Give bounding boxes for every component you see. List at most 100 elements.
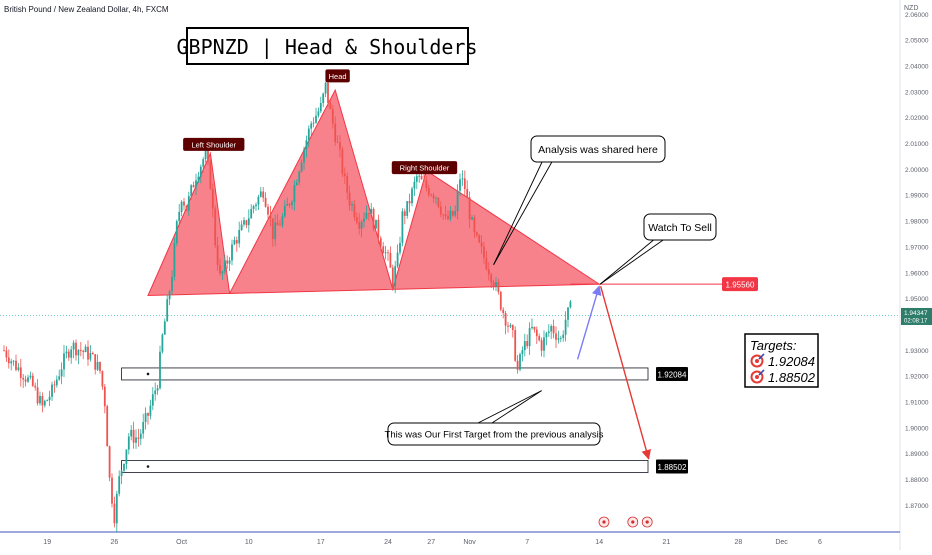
candle [396,244,399,269]
candle-body [111,477,113,504]
analysis-callout-text: Analysis was shared here [538,144,658,156]
candle [391,264,394,291]
candle [324,82,327,98]
candle [343,167,346,184]
candle [115,490,118,532]
candle-body [389,252,392,268]
candle [406,201,409,219]
candle-body [415,176,418,182]
candle-body [307,128,310,141]
candle [17,363,20,372]
candle [137,428,140,447]
candle-body [519,354,521,370]
candle [317,107,320,118]
candle [283,200,286,218]
candle-body [351,204,353,206]
price-axis[interactable]: 2.06000 2.05000 2.04000 2.03000 2.02000 2.010… [901,12,932,510]
candle [519,352,521,372]
candle [5,346,8,363]
candle-body [312,122,315,124]
candle [509,323,512,328]
price-tick-label: 1.99000 [905,193,929,200]
candle [70,345,73,364]
neckline-tag-bg [722,277,758,292]
candle [41,392,44,413]
projection-arrow-up [576,285,602,360]
candle-body [449,210,452,220]
candle [15,354,17,372]
candle [497,278,500,295]
candle-body [190,185,193,197]
candle [161,333,164,354]
candle [94,354,97,375]
projection-arrow-down [599,286,651,460]
head-label-text: Head [329,72,347,81]
candle [53,380,56,393]
candle [399,236,401,256]
candle-body [569,301,572,308]
candle [466,180,469,198]
candle-body [106,406,109,447]
candle [106,404,109,447]
candle [351,201,353,212]
candle [502,307,505,319]
candle [127,433,130,455]
candle [250,204,253,219]
candle [243,217,245,227]
candle [444,205,447,220]
current-price-value: 1.94347 [904,310,928,317]
candle-body [382,246,385,254]
candle [315,107,317,124]
candle-body [355,217,358,223]
candle [543,330,545,358]
candle [538,333,541,342]
right-shoulder-label-bg [391,161,458,175]
watch-to-sell-callout-text: Watch To Sell [648,222,712,234]
target-1-value: 1.92084 [768,354,815,369]
price-tick-label: 1.90000 [905,425,929,432]
candle-body [204,147,207,160]
candle [223,254,226,275]
candle [118,470,121,497]
candle [111,473,113,508]
candle-body [250,208,253,219]
candle-body [127,436,130,450]
candle-body [367,212,370,214]
candle-body [310,123,313,129]
time-tick-label: 28 [735,539,743,546]
candle-body [262,191,265,198]
candle-body [547,331,550,334]
candle-body [5,350,8,358]
candle-body [353,204,356,218]
candle-body [65,351,68,354]
candle [360,219,363,238]
target-icon [750,353,765,368]
price-tick-label: 1.97000 [905,244,929,251]
candle-body [550,325,553,332]
candle-body [478,235,481,243]
candle [144,407,147,430]
candle [108,445,111,482]
candle [432,192,435,203]
second-target-zone-anchor [146,465,150,468]
candle-body [72,342,75,350]
first-target-text: This was Our First Target from the previ… [385,430,604,441]
candle [139,429,142,446]
candle-body [31,375,34,386]
candle [180,200,183,217]
time-axis[interactable]: 19 26 Oct 10 17 24 27 Nov 7 14 21 28 Dec 6 [43,539,822,546]
targets-title: Targets: [750,338,797,353]
candle-body [439,206,442,215]
time-tick-label: 6 [818,539,822,546]
candle-body [139,433,142,439]
candle [564,311,567,342]
candle-body [199,166,202,177]
candle-body [267,206,269,215]
candle-body [562,334,565,339]
candle [411,186,413,207]
candle [480,234,483,254]
candle [10,358,13,371]
candle [79,342,82,357]
price-tick-label: 1.95000 [905,296,929,303]
